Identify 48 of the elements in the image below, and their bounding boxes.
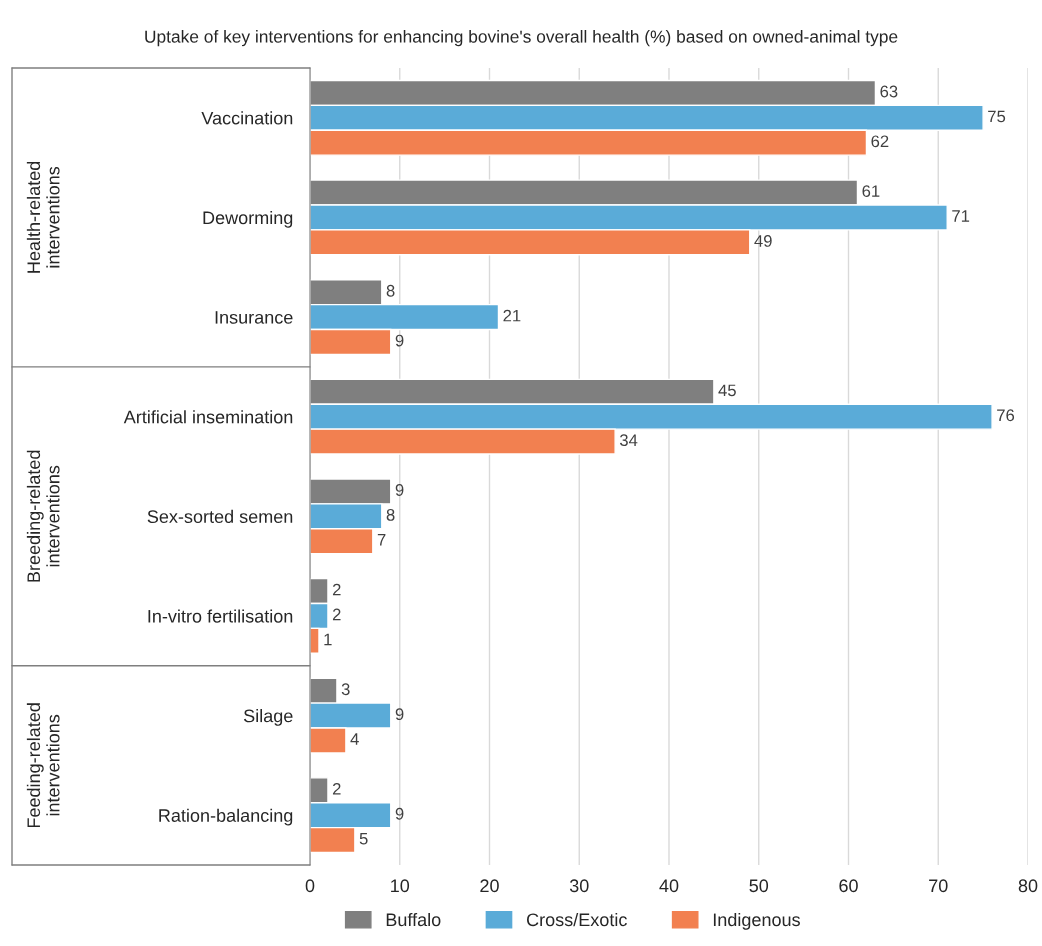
data-label: 2 xyxy=(332,583,341,596)
data-label: 62 xyxy=(871,135,889,148)
x-tick-label: 60 xyxy=(839,879,858,893)
x-tick-label: 80 xyxy=(1018,879,1038,893)
data-label: 1 xyxy=(324,633,332,646)
data-label: 61 xyxy=(862,185,880,198)
y-tick-label: Deworming xyxy=(203,210,293,228)
data-label: 2 xyxy=(332,608,341,621)
data-label: 2 xyxy=(332,782,341,795)
data-label: 3 xyxy=(341,683,350,696)
data-label: 71 xyxy=(952,210,970,222)
y-tick-label: Sex-sorted semen xyxy=(147,509,293,524)
data-label: 34 xyxy=(619,434,638,447)
data-label: 21 xyxy=(503,309,521,322)
data-label: 8 xyxy=(386,284,395,297)
text: Breeding-related interventions xyxy=(26,450,60,582)
data-label: 8 xyxy=(386,508,395,521)
x-tick-label: 0 xyxy=(305,879,315,893)
x-tick-label: 40 xyxy=(659,879,679,893)
x-tick-label: 10 xyxy=(391,879,410,893)
chart-title: Uptake of key interventions for enhancing bovine's overall health (%) based on owned-animal type xyxy=(145,30,898,47)
data-label: 63 xyxy=(880,85,898,98)
data-label: 45 xyxy=(718,384,736,397)
data-label: 49 xyxy=(754,235,772,247)
data-label: 9 xyxy=(395,708,404,721)
y-tick-label: Vaccination xyxy=(201,111,293,125)
y-tick-label: Artificial insemination xyxy=(123,410,293,424)
data-label: 7 xyxy=(377,534,386,546)
text: Health-related interventions xyxy=(26,161,60,273)
data-label: 75 xyxy=(988,110,1006,123)
data-label: 4 xyxy=(350,733,359,745)
legend-label: Indigenous xyxy=(713,912,800,930)
y-tick-label: Insurance xyxy=(215,311,293,324)
text: Feeding-related interventions xyxy=(26,703,60,828)
x-tick-label: 50 xyxy=(749,879,769,893)
legend-label: Buffalo xyxy=(386,912,441,927)
legend-label: Cross/Exotic xyxy=(526,912,627,927)
y-tick-label: Silage xyxy=(243,709,293,726)
data-label: 9 xyxy=(395,807,404,820)
x-tick-label: 70 xyxy=(929,879,948,893)
data-label: 5 xyxy=(359,832,368,845)
x-tick-label: 30 xyxy=(569,879,589,893)
y-tick-label: In-vitro fertilisation xyxy=(148,609,293,623)
y-tick-label: Ration-balancing xyxy=(159,808,293,826)
data-label: 76 xyxy=(997,409,1015,422)
x-tick-label: 20 xyxy=(480,879,499,893)
data-label: 9 xyxy=(395,334,404,347)
data-label: 9 xyxy=(395,484,404,496)
